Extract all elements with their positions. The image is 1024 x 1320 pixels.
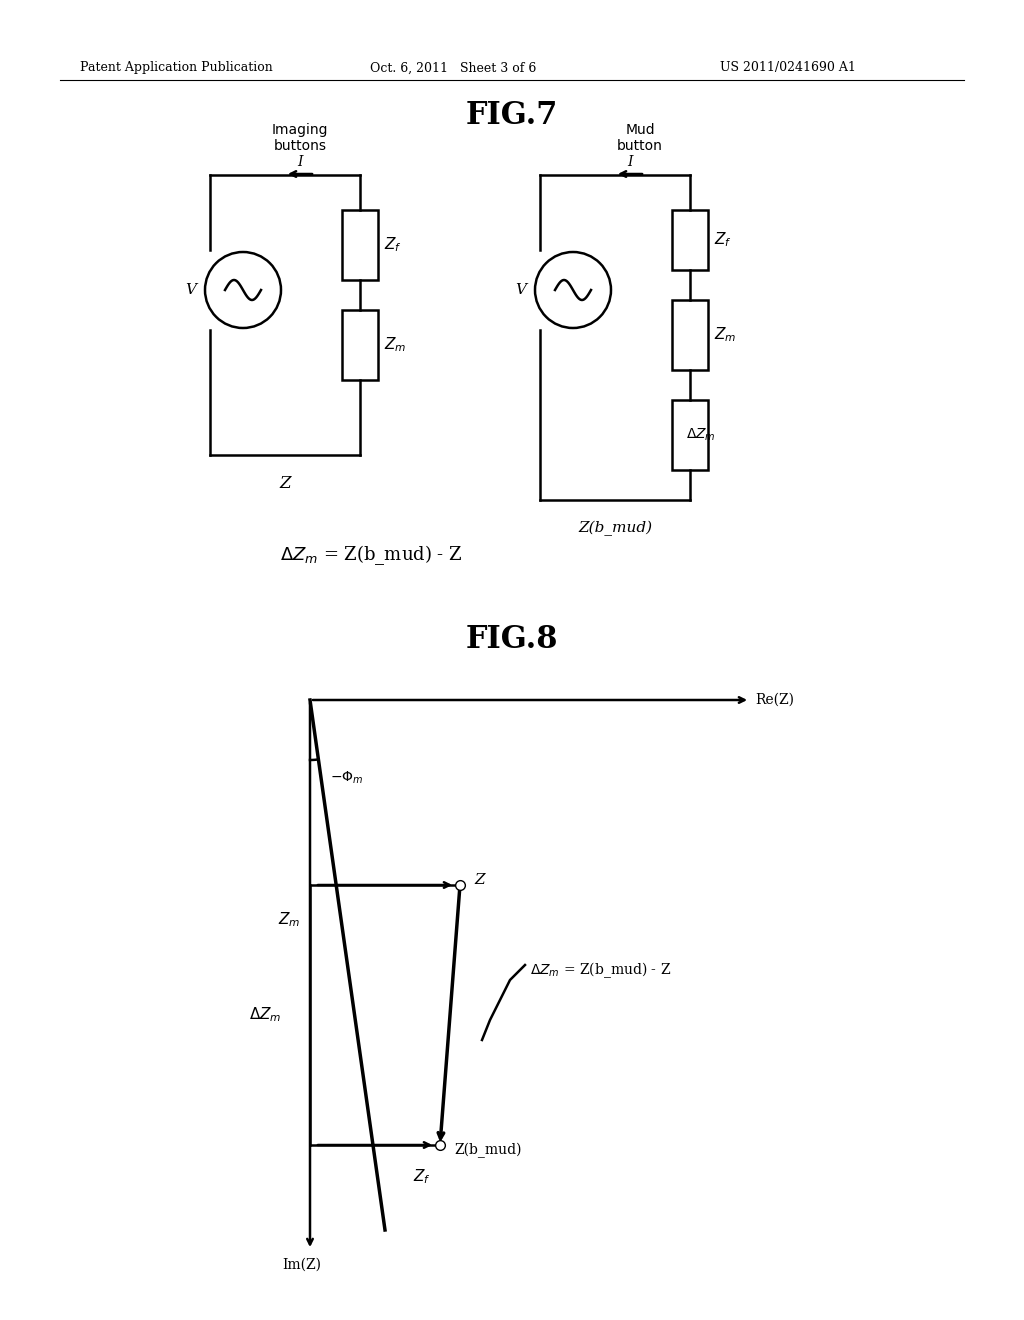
Text: I: I [628, 154, 633, 169]
Text: Imaging
buttons: Imaging buttons [271, 123, 329, 153]
Text: V: V [515, 282, 526, 297]
Text: $Z_f$: $Z_f$ [413, 1167, 431, 1185]
Text: Patent Application Publication: Patent Application Publication [80, 62, 272, 74]
Bar [342, 210, 378, 280]
Bar [342, 310, 378, 380]
Text: FIG.7: FIG.7 [466, 99, 558, 131]
Text: $Z_m$: $Z_m$ [278, 911, 300, 929]
Text: Re(Z): Re(Z) [755, 693, 794, 708]
Text: FIG.8: FIG.8 [466, 624, 558, 656]
Text: I: I [297, 154, 303, 169]
Text: $Z_f$: $Z_f$ [714, 231, 732, 249]
Text: Oct. 6, 2011   Sheet 3 of 6: Oct. 6, 2011 Sheet 3 of 6 [370, 62, 537, 74]
Text: $\Delta Z_m$: $\Delta Z_m$ [250, 1006, 282, 1024]
Text: $\Delta Z_m$ = Z(b_mud) - Z: $\Delta Z_m$ = Z(b_mud) - Z [530, 960, 671, 979]
Text: Mud
button: Mud button [617, 123, 663, 153]
Text: $Z_m$: $Z_m$ [714, 326, 736, 345]
Text: Z(b_mud): Z(b_mud) [454, 1142, 521, 1158]
Text: $\Delta Z_m$: $\Delta Z_m$ [686, 426, 716, 444]
Bar [672, 400, 708, 470]
Text: V: V [185, 282, 197, 297]
Text: $Z_f$: $Z_f$ [384, 236, 401, 255]
Text: US 2011/0241690 A1: US 2011/0241690 A1 [720, 62, 856, 74]
Text: Im(Z): Im(Z) [283, 1258, 322, 1272]
Text: Z(b_mud): Z(b_mud) [578, 520, 652, 536]
Text: Z: Z [280, 474, 291, 491]
Text: Z: Z [474, 873, 484, 887]
Text: $\Delta Z_m$ = Z(b_mud) - Z: $\Delta Z_m$ = Z(b_mud) - Z [280, 543, 463, 568]
Text: $-\Phi_m$: $-\Phi_m$ [330, 770, 364, 787]
Bar [672, 300, 708, 370]
Bar [672, 210, 708, 271]
Text: $Z_m$: $Z_m$ [384, 335, 407, 354]
